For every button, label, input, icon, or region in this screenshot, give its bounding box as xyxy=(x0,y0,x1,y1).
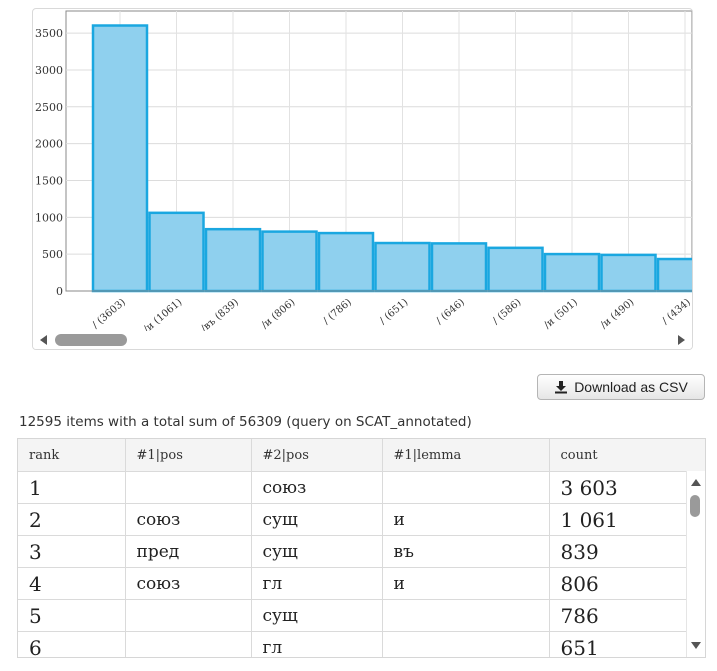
horizontal-scrollbar[interactable] xyxy=(33,331,692,349)
y-tick-label: 3500 xyxy=(35,27,63,40)
bar[interactable] xyxy=(600,253,657,293)
x-tick-label: / (434) xyxy=(660,297,692,327)
x-tick-label: / (646) xyxy=(434,297,467,327)
bar-chart: 0 500 1000 1500 2000 2500 3000 3500 / (3603) /и (… xyxy=(35,10,692,331)
results-table-container: rank #1|pos #2|pos #1|lemma count 1 союз… xyxy=(17,438,706,658)
vertical-scroll-thumb[interactable] xyxy=(690,495,700,517)
scroll-down-icon[interactable] xyxy=(691,642,701,649)
y-tick-label: 0 xyxy=(56,285,63,298)
column-header-count[interactable]: count xyxy=(549,439,688,472)
scroll-right-icon[interactable] xyxy=(678,335,685,345)
bar[interactable] xyxy=(543,252,601,293)
x-tick-label: /и (490) xyxy=(599,297,637,331)
column-header-lemma1[interactable]: #1|lemma xyxy=(382,439,550,472)
x-tick-label: / (786) xyxy=(321,297,354,327)
cell-count: 1 061 xyxy=(549,503,688,536)
table-header-row: rank #1|pos #2|pos #1|lemma count xyxy=(18,439,688,472)
column-header-pos2[interactable]: #2|pos xyxy=(251,439,383,472)
bar[interactable] xyxy=(148,211,205,293)
bar[interactable] xyxy=(487,246,544,293)
download-csv-label: Download as CSV xyxy=(574,379,688,395)
cell-pos2: гл xyxy=(251,631,383,657)
cell-count: 786 xyxy=(549,599,688,632)
x-tick-label: / (651) xyxy=(378,297,411,327)
cell-rank: 4 xyxy=(18,567,126,600)
download-csv-button[interactable]: Download as CSV xyxy=(537,374,705,400)
cell-lemma1 xyxy=(382,471,550,504)
cell-lemma1 xyxy=(382,631,550,657)
x-tick-label: /и (806) xyxy=(260,297,298,331)
cell-pos2: союз xyxy=(251,471,383,504)
cell-pos1: союз xyxy=(125,503,252,536)
cell-rank: 3 xyxy=(18,535,126,568)
bar[interactable] xyxy=(91,24,149,293)
y-tick-label: 1500 xyxy=(35,174,63,187)
column-header-pos1[interactable]: #1|pos xyxy=(125,439,252,472)
cell-rank: 6 xyxy=(18,631,126,657)
x-tick-label: / (586) xyxy=(491,297,524,327)
cell-pos2: сущ xyxy=(251,503,383,536)
bar[interactable] xyxy=(261,230,318,293)
x-tick-label: / (3603) xyxy=(90,297,128,331)
x-tick-label: /и (501) xyxy=(542,297,580,331)
chart-panel: 0 500 1000 1500 2000 2500 3000 3500 / (3603) /и (… xyxy=(32,8,693,350)
horizontal-scroll-thumb[interactable] xyxy=(55,334,127,346)
bar[interactable] xyxy=(374,241,431,293)
table-row: 3 пред сущ въ 839 xyxy=(18,535,688,568)
y-tick-label: 2500 xyxy=(35,101,63,114)
scroll-left-icon[interactable] xyxy=(40,335,47,345)
y-tick-label: 2000 xyxy=(35,138,63,151)
cell-count: 839 xyxy=(549,535,688,568)
cell-lemma1: и xyxy=(382,567,550,600)
results-table: rank #1|pos #2|pos #1|lemma count 1 союз… xyxy=(18,439,688,657)
cell-pos2: гл xyxy=(251,567,383,600)
cell-count: 651 xyxy=(549,631,688,657)
download-icon xyxy=(555,381,568,394)
y-tick-label: 1000 xyxy=(35,211,63,224)
x-tick-label: /и (1061) xyxy=(142,297,185,331)
bar[interactable] xyxy=(430,242,488,293)
cell-pos1 xyxy=(125,599,252,632)
cell-count: 806 xyxy=(549,567,688,600)
cell-rank: 2 xyxy=(18,503,126,536)
table-header-corner xyxy=(687,439,705,472)
column-header-rank[interactable]: rank xyxy=(18,439,126,472)
bar[interactable] xyxy=(204,227,262,293)
bar[interactable] xyxy=(656,257,692,293)
cell-rank: 1 xyxy=(18,471,126,504)
result-summary: 12595 items with a total sum of 56309 (q… xyxy=(19,414,472,430)
cell-lemma1 xyxy=(382,599,550,632)
cell-pos2: сущ xyxy=(251,535,383,568)
table-row: 6 гл 651 xyxy=(18,631,688,657)
y-tick-label: 500 xyxy=(42,248,63,261)
table-row: 2 союз сущ и 1 061 xyxy=(18,503,688,536)
x-tick-label: /въ (839) xyxy=(199,297,241,331)
cell-pos1: союз xyxy=(125,567,252,600)
table-row: 5 сущ 786 xyxy=(18,599,688,632)
cell-pos1: пред xyxy=(125,535,252,568)
table-row: 4 союз гл и 806 xyxy=(18,567,688,600)
cell-pos1 xyxy=(125,471,252,504)
table-row: 1 союз 3 603 xyxy=(18,471,688,504)
vertical-scrollbar[interactable] xyxy=(686,471,705,657)
cell-pos2: сущ xyxy=(251,599,383,632)
cell-pos1 xyxy=(125,631,252,657)
cell-count: 3 603 xyxy=(549,471,688,504)
bar[interactable] xyxy=(317,231,375,293)
y-tick-label: 3000 xyxy=(35,64,63,77)
scroll-up-icon[interactable] xyxy=(691,479,701,486)
cell-lemma1: въ xyxy=(382,535,550,568)
cell-rank: 5 xyxy=(18,599,126,632)
cell-lemma1: и xyxy=(382,503,550,536)
